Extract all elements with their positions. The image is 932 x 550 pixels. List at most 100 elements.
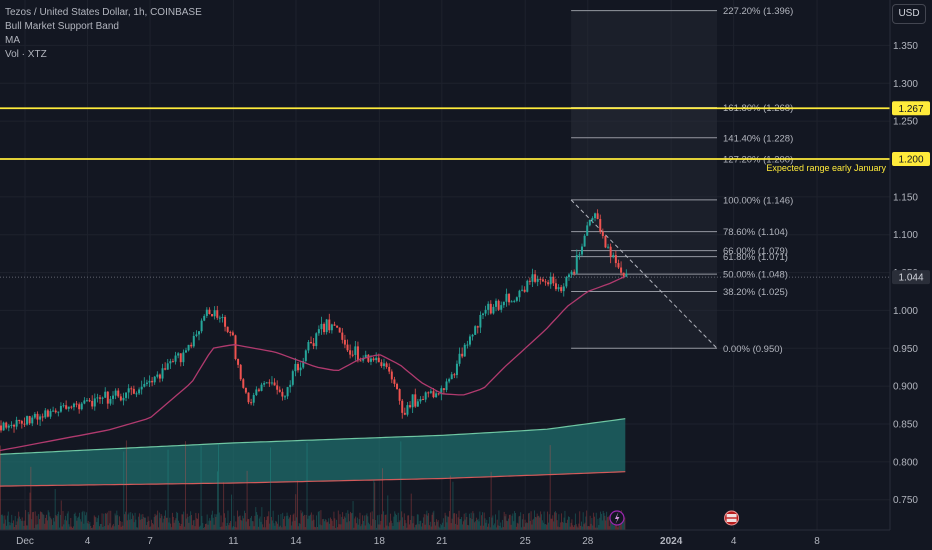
volume-bar xyxy=(244,513,246,530)
volume-bar xyxy=(514,512,516,530)
fib-zone xyxy=(571,199,718,232)
volume-bar xyxy=(624,517,626,530)
volume-bar xyxy=(396,514,397,530)
candle-body xyxy=(31,417,34,424)
price-tick-label: 1.100 xyxy=(893,230,918,241)
volume-bar xyxy=(597,518,599,530)
volume-bar xyxy=(193,519,195,530)
candle-body xyxy=(547,282,550,285)
volume-bar xyxy=(310,514,311,530)
volume-bar xyxy=(270,516,272,530)
volume-bar xyxy=(537,516,539,530)
candle-body xyxy=(476,326,479,328)
volume-bar xyxy=(0,445,1,530)
volume-bar xyxy=(260,521,262,530)
volume-bar xyxy=(329,523,331,530)
volume-bar xyxy=(242,515,244,530)
volume-bar xyxy=(74,512,76,530)
indicator-volume[interactable]: Vol · XTZ xyxy=(5,49,47,60)
volume-bar xyxy=(283,516,285,530)
volume-bar xyxy=(621,522,623,530)
volume-bar xyxy=(297,480,298,530)
volume-bar xyxy=(418,524,420,530)
volume-bar xyxy=(428,513,430,530)
volume-bar xyxy=(244,510,245,530)
fib-zone xyxy=(571,250,718,257)
volume-bar xyxy=(58,511,60,530)
volume-bar xyxy=(375,519,377,530)
volume-bar xyxy=(494,523,496,530)
volume-bar xyxy=(292,514,294,530)
candle-body xyxy=(534,274,537,282)
volume-bar xyxy=(182,514,184,530)
volume-bar xyxy=(24,520,26,530)
volume-bar xyxy=(541,514,542,530)
volume-bar xyxy=(18,511,20,530)
volume-bar xyxy=(607,517,608,530)
candle-body xyxy=(278,389,281,392)
volume-bar xyxy=(12,523,14,530)
lightning-icon[interactable] xyxy=(609,510,625,526)
candle-body xyxy=(260,384,263,391)
volume-bar xyxy=(69,526,71,530)
volume-bar xyxy=(286,512,288,530)
candle-body xyxy=(351,354,354,356)
volume-bar xyxy=(89,521,91,530)
volume-bar xyxy=(342,512,344,530)
currency-button[interactable]: USD xyxy=(892,4,926,24)
symbol-title[interactable]: Tezos / United States Dollar, 1h, COINBA… xyxy=(5,7,202,18)
volume-bar xyxy=(460,519,462,530)
volume-bar xyxy=(336,527,338,530)
volume-bar xyxy=(267,516,269,530)
candle-body xyxy=(294,363,297,372)
candle-body xyxy=(250,402,253,404)
volume-bar xyxy=(548,514,550,530)
indicator-ma[interactable]: MA xyxy=(5,35,20,46)
volume-bar xyxy=(102,527,104,530)
volume-bar xyxy=(6,515,8,530)
volume-bar xyxy=(217,443,219,530)
volume-bar xyxy=(91,527,93,530)
volume-bar xyxy=(20,520,22,530)
volume-bar xyxy=(269,523,271,530)
candle-body xyxy=(213,310,216,317)
volume-bar xyxy=(330,517,331,530)
flag-event-icon[interactable] xyxy=(724,510,740,526)
candle-body xyxy=(138,389,141,394)
volume-bar xyxy=(448,511,450,530)
volume-bar xyxy=(158,527,159,530)
candle-body xyxy=(539,278,542,280)
volume-bar xyxy=(488,523,489,530)
candle-body xyxy=(2,422,5,431)
volume-bar xyxy=(303,514,305,530)
candle-body xyxy=(377,357,380,363)
volume-bar xyxy=(344,517,346,530)
volume-bar xyxy=(327,521,329,530)
volume-bar xyxy=(353,527,355,530)
volume-bar xyxy=(554,512,555,530)
candle-body xyxy=(130,388,133,390)
volume-bar xyxy=(459,518,461,530)
volume-bar xyxy=(322,519,324,530)
volume-bar xyxy=(547,522,549,530)
volume-bar xyxy=(372,519,374,530)
fib-zone xyxy=(571,137,718,159)
volume-bar xyxy=(387,495,389,530)
volume-bar xyxy=(127,514,129,530)
indicator-bull-market-support-band[interactable]: Bull Market Support Band xyxy=(5,21,119,32)
volume-bar xyxy=(314,526,316,530)
support-band-lower xyxy=(0,471,626,487)
candle-body xyxy=(411,394,414,408)
candle-body xyxy=(515,297,518,301)
candle-body xyxy=(518,290,521,298)
volume-bar xyxy=(198,526,200,530)
volume-bar xyxy=(103,513,105,530)
volume-bar xyxy=(398,522,400,530)
volume-bar xyxy=(376,527,377,530)
volume-bar xyxy=(161,515,163,530)
volume-bar xyxy=(508,518,509,530)
volume-bar xyxy=(365,515,367,530)
volume-bar xyxy=(325,519,327,530)
volume-bar xyxy=(162,522,164,530)
